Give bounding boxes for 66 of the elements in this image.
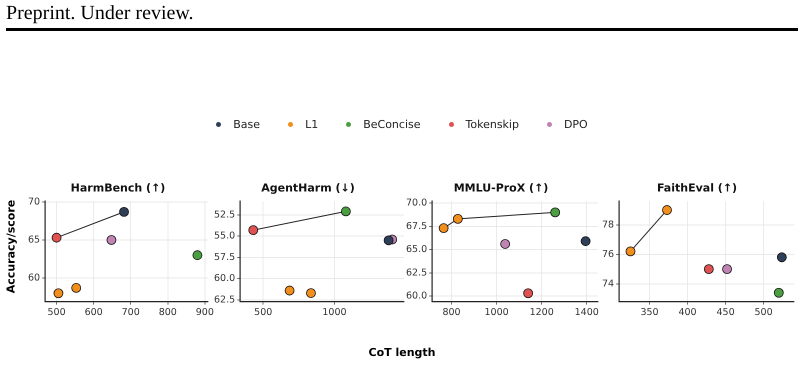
y-tick-label: 60 [28, 272, 40, 284]
point [52, 232, 62, 243]
x-tick-label: 1000 [322, 306, 347, 318]
x-tick-label: 500 [254, 306, 272, 318]
y-tick-label: 65 [28, 234, 40, 246]
x-tick-label: 700 [122, 306, 140, 318]
point [340, 206, 351, 216]
y-tick-label: 52.5 [214, 209, 236, 220]
x-tick-label: 800 [158, 306, 177, 318]
point [119, 206, 129, 217]
y-tick-label: 57.5 [214, 252, 236, 263]
y-tick-label: 60.0 [214, 273, 236, 284]
point [438, 223, 449, 234]
point [523, 288, 534, 298]
point [284, 286, 294, 296]
y-tick-label: 78 [602, 219, 614, 230]
x-tick-label: 900 [196, 306, 214, 318]
x-tick-label: 1400 [574, 306, 599, 318]
y-tick-label: 55.0 [214, 230, 236, 242]
x-tick-label: 500 [754, 306, 773, 318]
point [106, 235, 116, 245]
y-axis-title: Accuracy/score [4, 198, 18, 296]
point [704, 264, 714, 274]
y-tick-label: 62.5 [214, 294, 236, 306]
chart-title: MMLU-ProX (↑) [454, 181, 548, 194]
legend-label: L1 [305, 118, 318, 131]
legend-label: DPO [564, 118, 588, 131]
point [54, 288, 64, 298]
point [192, 250, 202, 260]
x-axis-title: CoT length [368, 346, 436, 359]
legend-label: BeConcise [363, 118, 421, 131]
point [384, 235, 394, 246]
y-tick-label: 62.5 [406, 267, 428, 278]
point [306, 288, 316, 298]
chart-title: FaithEval (↑) [656, 181, 738, 194]
point [662, 205, 672, 215]
point [774, 288, 784, 298]
y-tick-label: 70.0 [406, 198, 428, 209]
point [722, 264, 732, 274]
y-tick-label: 67.5 [406, 220, 428, 232]
y-tick-label: 74 [602, 278, 614, 290]
point [580, 236, 591, 246]
x-tick-label: 350 [640, 306, 659, 318]
y-tick-label: 65.0 [406, 244, 428, 256]
x-tick-label: 1000 [484, 306, 509, 318]
point [500, 239, 510, 249]
point [248, 225, 258, 236]
text: Preprint. Under review. [6, 2, 194, 25]
point [776, 252, 787, 262]
y-tick-label: 60.0 [406, 290, 428, 302]
y-tick-label: 76 [602, 248, 614, 260]
point [626, 246, 636, 256]
x-tick-label: 450 [716, 306, 735, 318]
point [550, 207, 560, 218]
legend-label: Tokenskip [466, 118, 519, 131]
chart-title: HarmBench (↑) [70, 181, 166, 194]
point [71, 283, 82, 293]
point [452, 214, 463, 224]
y-tick-label: 70 [28, 196, 40, 208]
x-tick-label: 1200 [530, 306, 554, 318]
x-tick-label: 600 [84, 306, 103, 318]
chart-title: AgentHarm (↓) [261, 181, 355, 194]
x-tick-label: 800 [442, 306, 461, 318]
x-tick-label: 500 [48, 306, 66, 318]
legend-label: Base [233, 118, 260, 131]
x-tick-label: 400 [678, 306, 697, 318]
